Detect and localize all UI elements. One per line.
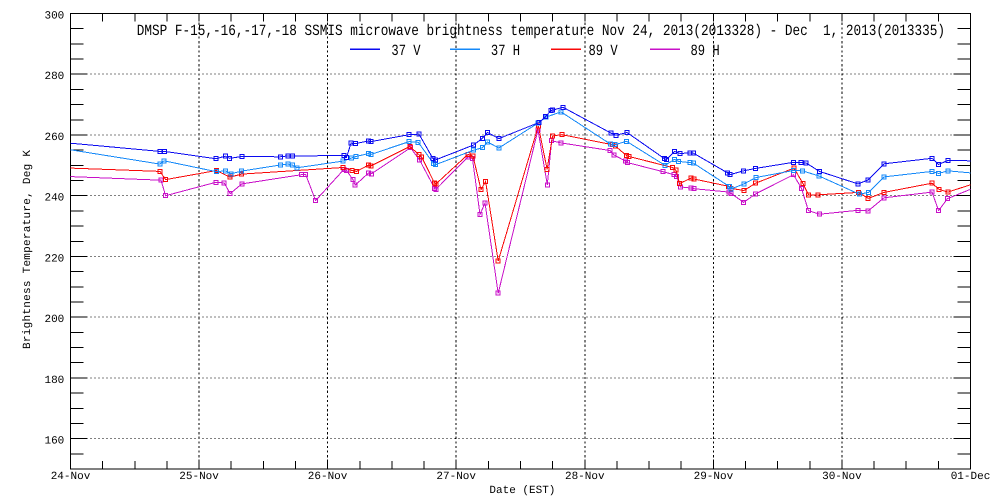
svg-text:25-Nov: 25-Nov — [179, 471, 219, 483]
svg-text:300: 300 — [44, 11, 64, 23]
svg-text:220: 220 — [44, 253, 64, 265]
svg-text:01-Dec: 01-Dec — [951, 471, 991, 483]
svg-text:37 H: 37 H — [491, 42, 520, 60]
svg-text:DMSP F-15,-16,-17,-18 SSMIS mi: DMSP F-15,-16,-17,-18 SSMIS microwave br… — [137, 22, 945, 40]
svg-text:30-Nov: 30-Nov — [822, 471, 862, 483]
svg-text:180: 180 — [44, 375, 64, 387]
svg-text:27-Nov: 27-Nov — [436, 471, 476, 483]
svg-text:89 H: 89 H — [691, 42, 720, 60]
svg-text:Brightness Temperature, Deg K: Brightness Temperature, Deg K — [22, 150, 34, 349]
svg-text:24-Nov: 24-Nov — [51, 471, 91, 483]
svg-text:260: 260 — [44, 132, 64, 144]
svg-text:200: 200 — [44, 314, 64, 326]
svg-text:37 V: 37 V — [391, 42, 421, 60]
svg-text:89 V: 89 V — [589, 42, 619, 60]
svg-text:28-Nov: 28-Nov — [565, 471, 605, 483]
svg-text:160: 160 — [44, 436, 64, 448]
svg-text:280: 280 — [44, 71, 64, 83]
svg-text:Date (EST): Date (EST) — [489, 485, 555, 497]
svg-text:240: 240 — [44, 193, 64, 205]
svg-text:26-Nov: 26-Nov — [308, 471, 348, 483]
svg-text:29-Nov: 29-Nov — [694, 471, 734, 483]
